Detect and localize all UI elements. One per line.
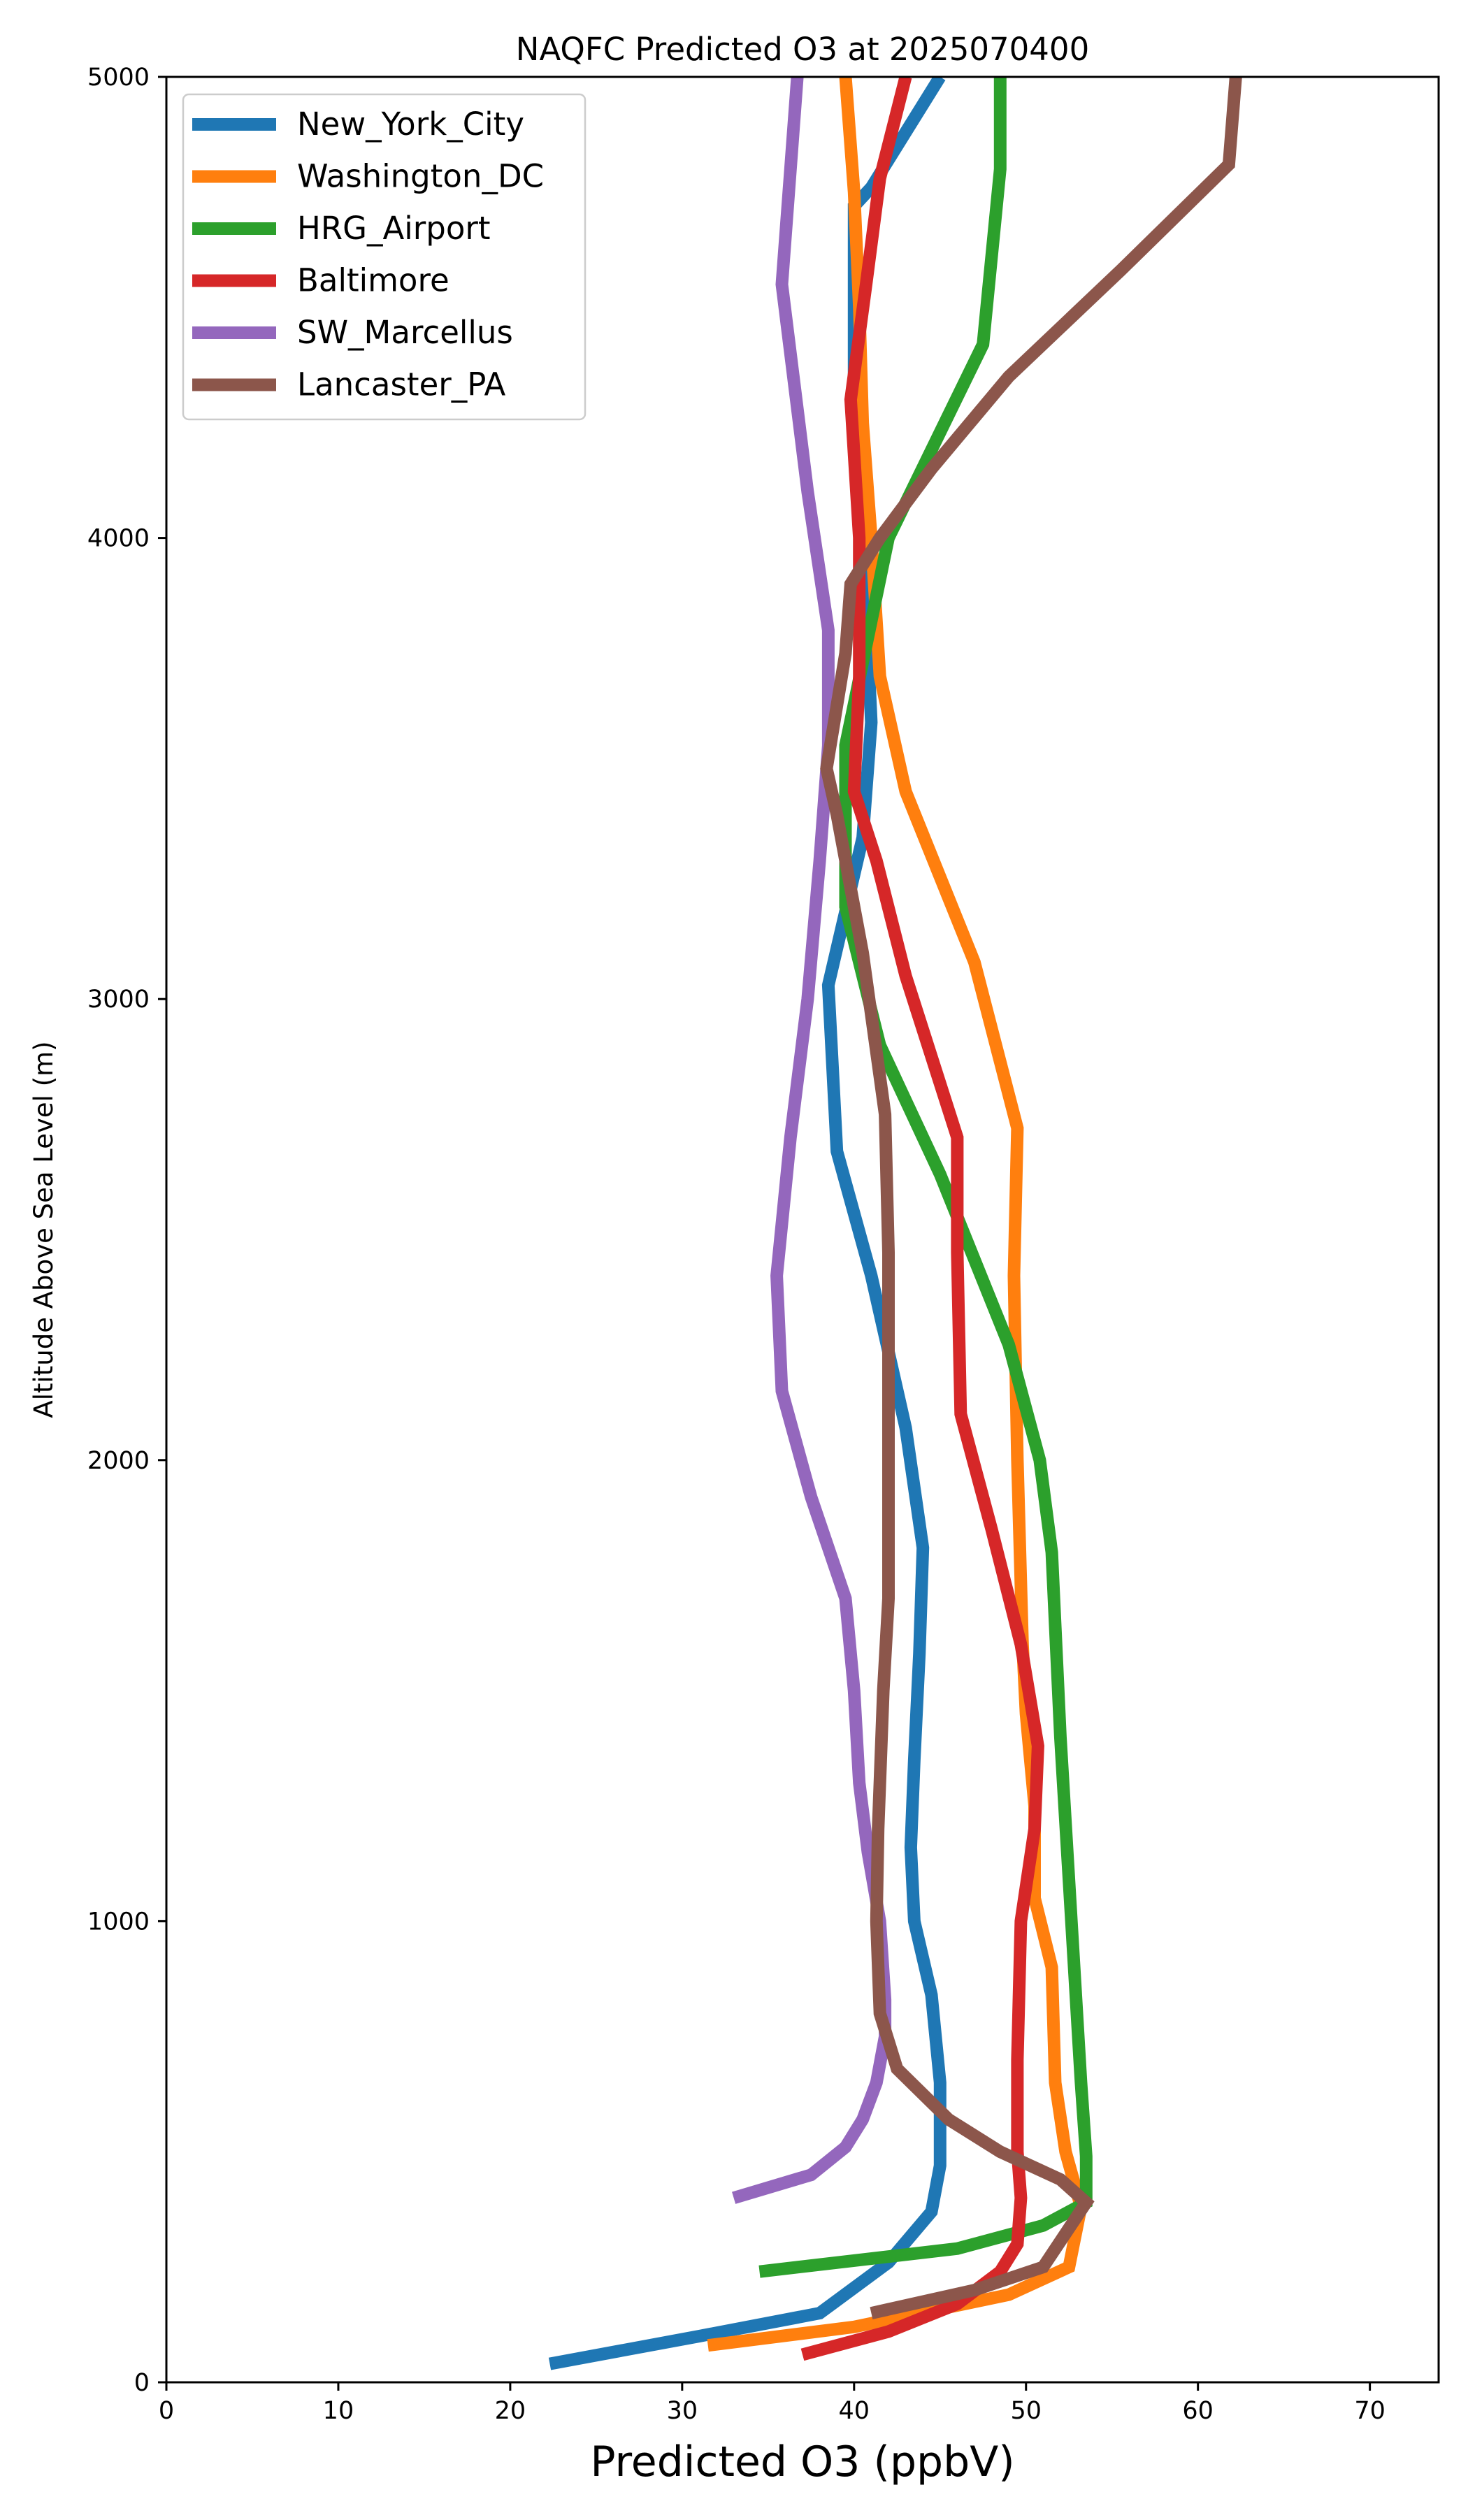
x-axis-title: Predicted O3 (ppbV) [590, 2438, 1014, 2486]
y-tick-label: 5000 [87, 64, 150, 92]
legend-label: HRG_Airport [297, 210, 491, 247]
x-tick-label: 70 [1354, 2397, 1386, 2425]
y-axis: 0 1000 2000 3000 4000 5000 [87, 64, 166, 2397]
legend: New_York_City Washington_DC HRG_Airport Bal… [182, 93, 587, 421]
x-tick-label: 40 [839, 2397, 870, 2425]
x-tick-label: 0 [159, 2397, 174, 2425]
x-tick-label: 50 [1010, 2397, 1042, 2425]
y-tick-label: 4000 [87, 525, 150, 553]
x-tick-label: 30 [667, 2397, 698, 2425]
chart-title: NAQFC Predicted O3 at 2025070400 [516, 31, 1089, 68]
y-tick-label: 1000 [87, 1908, 150, 1936]
series-line-sw-marcellus [732, 77, 892, 2204]
legend-label: SW_Marcellus [297, 314, 513, 351]
legend-box [182, 93, 587, 421]
x-tick-label: 20 [495, 2397, 526, 2425]
series-line-baltimore [800, 77, 1044, 2361]
legend-label: Baltimore [297, 262, 449, 299]
y-tick-label: 2000 [87, 1447, 150, 1475]
series-line-lancaster-pa [820, 77, 1242, 2319]
x-tick-label: 60 [1182, 2397, 1214, 2425]
series-layer [548, 77, 1242, 2370]
y-tick-label: 3000 [87, 986, 150, 1014]
y-axis-title: Altitude Above Sea Level (m) [29, 1041, 59, 1418]
plot-frame [165, 75, 1440, 2384]
x-axis: 0 10 20 30 40 50 60 70 [159, 2382, 1386, 2425]
y-tick-label: 0 [134, 2369, 150, 2397]
legend-label: New_York_City [297, 106, 524, 143]
legend-label: Washington_DC [297, 158, 544, 195]
legend-label: Lancaster_PA [297, 366, 506, 403]
x-tick-label: 10 [323, 2397, 354, 2425]
